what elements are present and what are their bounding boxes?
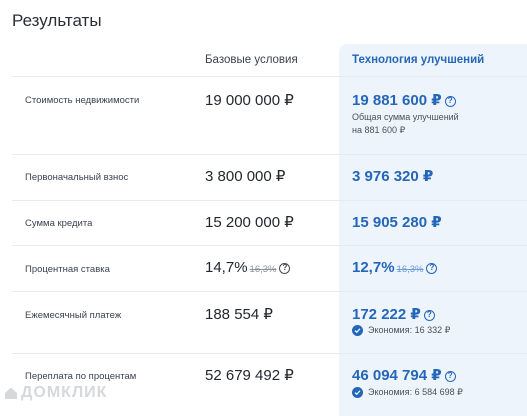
- check-circle-icon: [352, 325, 363, 336]
- question-circle-icon[interactable]: ?: [426, 263, 438, 274]
- question-circle-icon[interactable]: ?: [444, 96, 456, 107]
- tech-interest-rate: 12,7% 16,3%?: [352, 259, 438, 276]
- base-interest-overpayment: 52 679 492 ₽: [205, 367, 294, 384]
- divider: [12, 200, 527, 201]
- tech-property-cost: 19 881 600 ₽?: [352, 91, 456, 109]
- tech-column-background: [339, 44, 527, 416]
- divider: [12, 245, 527, 246]
- monthly-saving: Экономия: 16 332 ₽: [352, 325, 450, 336]
- base-interest-rate: 14,7% 16,3%?: [205, 259, 291, 276]
- row-label-property-cost: Стоимость недвижимости: [25, 95, 140, 106]
- row-label-interest-overpayment: Переплата по процентам: [25, 371, 137, 382]
- divider: [12, 291, 527, 292]
- question-circle-icon[interactable]: ?: [279, 263, 291, 274]
- row-label-interest-rate: Процентная ставка: [25, 264, 110, 275]
- header-base-conditions: Базовые условия: [205, 54, 298, 66]
- row-label-monthly-payment: Ежемесячный платеж: [25, 310, 122, 321]
- improvement-note: Общая сумма улучшений на 881 600 ₽: [352, 112, 459, 135]
- row-label-loan-amount: Сумма кредита: [25, 218, 93, 229]
- tech-interest-overpayment: 46 094 794 ₽?: [352, 366, 456, 384]
- overpayment-saving: Экономия: 6 584 698 ₽: [352, 387, 463, 398]
- question-circle-icon[interactable]: ?: [444, 371, 456, 382]
- divider: [12, 353, 527, 354]
- divider: [12, 76, 527, 77]
- domclick-watermark: ДОМКЛИК: [4, 384, 107, 402]
- divider: [12, 154, 527, 155]
- base-loan-amount: 15 200 000 ₽: [205, 214, 294, 231]
- tech-down-payment: 3 976 320 ₽: [352, 168, 434, 185]
- check-circle-icon: [352, 387, 363, 398]
- tech-monthly-payment: 172 222 ₽?: [352, 305, 435, 323]
- tech-loan-amount: 15 905 280 ₽: [352, 214, 442, 231]
- page-title: Результаты: [12, 11, 102, 30]
- base-property-cost: 19 000 000 ₽: [205, 92, 294, 109]
- question-circle-icon[interactable]: ?: [423, 310, 435, 321]
- base-monthly-payment: 188 554 ₽: [205, 306, 273, 323]
- house-logo-icon: [5, 387, 17, 399]
- row-label-down-payment: Первоначальный взнос: [25, 172, 129, 183]
- header-improvement-technology: Технология улучшений: [352, 54, 485, 66]
- base-down-payment: 3 800 000 ₽: [205, 168, 286, 185]
